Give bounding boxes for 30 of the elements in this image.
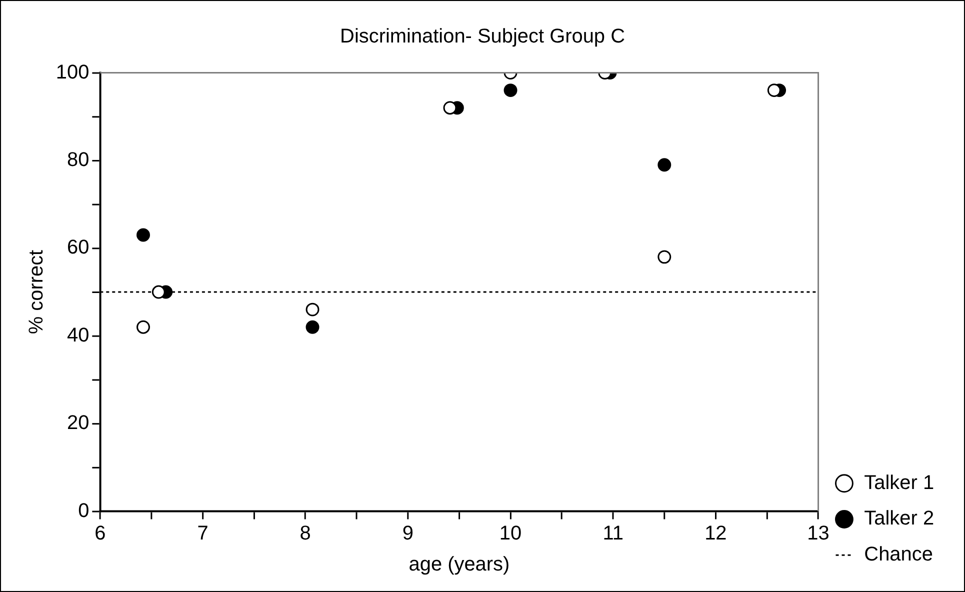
y-tick-label: 20 (66, 412, 90, 434)
y-tick-label: 100 (56, 61, 90, 84)
y-axis-title: % correct (25, 249, 48, 334)
x-tick-label: 6 (94, 522, 106, 545)
y-tick-label: 0 (78, 500, 90, 522)
point (504, 84, 518, 98)
legend-label: Talker 2 (864, 508, 934, 530)
point (767, 84, 781, 98)
point (136, 228, 150, 242)
y-tick-label: 60 (66, 236, 90, 259)
point (658, 250, 672, 264)
point (152, 285, 166, 299)
legend-label: Talker 1 (864, 472, 934, 494)
x-tick-label: 12 (704, 522, 727, 545)
x-tick-label: 8 (300, 522, 311, 545)
x-tick-label: 7 (197, 522, 208, 545)
y-tick-label: 80 (66, 148, 90, 171)
x-tick-label: 13 (807, 522, 830, 545)
x-tick-label: 11 (602, 522, 624, 545)
legend-label: Chance (864, 544, 933, 566)
point (136, 320, 150, 334)
x-axis-title: age (years) (408, 554, 510, 576)
chart-title: Discrimination- Subject Group C (340, 25, 625, 48)
point (658, 158, 672, 172)
y-tick-label: 40 (66, 324, 90, 346)
x-tick-label: 9 (402, 522, 414, 545)
point (443, 101, 457, 115)
point (306, 302, 320, 316)
x-tick-label: 10 (499, 522, 522, 545)
point (306, 320, 320, 334)
